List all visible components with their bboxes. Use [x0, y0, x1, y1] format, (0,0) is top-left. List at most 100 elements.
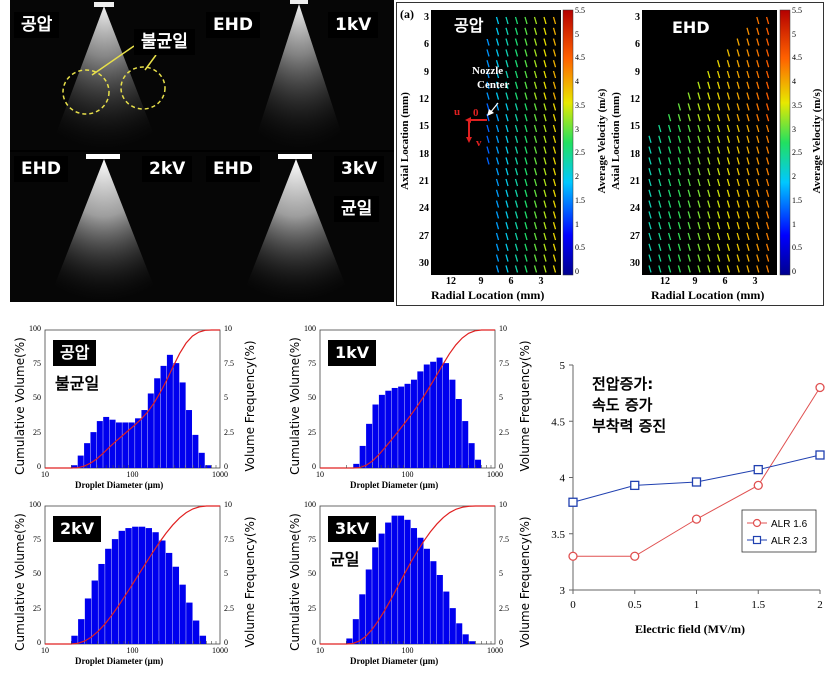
velocity-vector [716, 200, 721, 208]
histogram-bar [462, 634, 469, 644]
velocity-vector [514, 49, 519, 57]
histogram-bar [98, 563, 105, 644]
histogram-bar [186, 602, 193, 644]
histogram-right-tick: 5 [499, 393, 503, 402]
velocity-vector [552, 200, 557, 208]
spray-cone-2 [252, 0, 347, 150]
velocity-vector [533, 60, 538, 68]
velocity-vector [746, 168, 750, 176]
velocity-vector [505, 243, 509, 251]
velocity-vector [552, 265, 557, 273]
velocity-vector [716, 243, 721, 251]
histogram-left-tick: 75 [308, 534, 316, 544]
histogram-bar [378, 394, 385, 468]
velocity-vector [736, 81, 740, 89]
velocity-vector [716, 254, 721, 262]
velocity-vector [505, 114, 509, 122]
histogram-left-title: Cumulative Volume(%) [13, 513, 27, 651]
velocity-vector [746, 265, 750, 273]
histogram-x-tick: 1000 [212, 646, 228, 655]
velocity-vector [746, 60, 750, 68]
velocity-vector [756, 103, 760, 111]
velocity-vector [648, 157, 652, 165]
velocity-vector [746, 92, 750, 100]
spray-label-ehd-3: EHD [206, 156, 260, 182]
y-tick-label: 4.5 [551, 416, 565, 428]
velocity-vector [746, 178, 750, 187]
velocity-vector [552, 189, 557, 197]
velocity-vector [716, 114, 721, 122]
piv-right-y-tick: 15 [630, 121, 640, 133]
line-chart-x-title: Electric field (MV/m) [635, 622, 745, 636]
velocity-vector [716, 265, 721, 273]
velocity-vector [746, 38, 750, 46]
piv-left-field-bg [431, 10, 561, 275]
velocity-vector [687, 265, 691, 273]
histogram-bar [111, 539, 119, 644]
colorbar-left-tick: 5 [575, 29, 579, 39]
origin-label: 0 [473, 107, 479, 119]
velocity-vector [486, 38, 490, 46]
colorbar-left-tick: 0.5 [575, 243, 585, 253]
velocity-vector [543, 178, 547, 187]
velocity-vector [756, 265, 760, 273]
velocity-vector [736, 211, 740, 219]
histogram-bar [469, 641, 476, 644]
velocity-vector [505, 211, 509, 219]
piv-left-y-tick: 18 [419, 148, 429, 160]
histogram-svg [44, 505, 221, 645]
histogram-right-tick: 10 [224, 500, 232, 509]
velocity-vector [687, 168, 691, 176]
velocity-vector [505, 38, 509, 46]
velocity-vector [765, 49, 770, 57]
piv-left-x-tick: 6 [508, 276, 514, 287]
velocity-vector [765, 178, 770, 187]
velocity-vector [765, 27, 770, 35]
velocity-vector [716, 135, 721, 143]
velocity-vector [486, 157, 490, 165]
velocity-vector [726, 157, 731, 165]
velocity-vector [514, 60, 519, 68]
histogram-bar [449, 379, 456, 468]
velocity-vector [543, 265, 547, 273]
piv-fields [431, 9, 791, 276]
histogram-bar [105, 548, 112, 644]
velocity-vector [687, 189, 691, 197]
colorbar-left-tick: 5.5 [575, 6, 585, 15]
velocity-vector [756, 243, 760, 251]
velocity-vector [756, 254, 760, 262]
histogram-right-title: Volume Frequency(%) [243, 340, 257, 472]
velocity-vector [677, 135, 682, 143]
x-tick-label: 2 [817, 599, 823, 611]
histogram-bar [125, 528, 132, 644]
histogram-bar [366, 423, 373, 468]
velocity-vector [524, 60, 528, 68]
histogram-right-tick: 0 [224, 638, 228, 647]
velocity-vector [707, 157, 711, 165]
velocity-vector [687, 146, 691, 154]
velocity-vector [533, 232, 538, 241]
velocity-vector [505, 27, 509, 35]
velocity-vector [736, 189, 740, 197]
velocity-vector [524, 178, 528, 187]
velocity-vector [505, 103, 509, 111]
velocity-vector [495, 243, 500, 251]
piv-right-y-tick: 30 [630, 258, 640, 269]
velocity-vector [486, 60, 490, 68]
velocity-vector [524, 200, 528, 208]
velocity-vector [495, 222, 500, 230]
velocity-vector [486, 135, 490, 143]
velocity-vector [543, 254, 547, 262]
histogram-right-tick: 7.5 [224, 358, 234, 368]
velocity-vector [746, 114, 750, 122]
velocity-vector [756, 49, 760, 57]
velocity-vector [648, 265, 652, 273]
spray-panel-1: 공압 불균일 [10, 0, 202, 150]
velocity-vector [533, 135, 538, 143]
velocity-vector [765, 200, 770, 208]
data-point-square [568, 497, 578, 507]
velocity-vector [495, 146, 500, 154]
velocity-vector [707, 70, 711, 79]
histogram-tag: 공압 [53, 340, 97, 366]
velocity-vector [514, 70, 519, 79]
